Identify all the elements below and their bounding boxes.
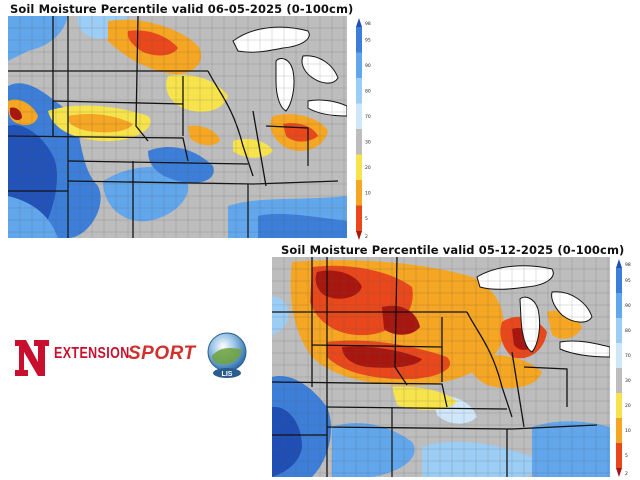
colorbar-tick-label: 10 xyxy=(365,190,371,196)
colorbar-segment-90 xyxy=(356,52,362,79)
colorbar-june: 98 95 90 80 70 30 20 10 5 2 xyxy=(355,18,379,240)
colorbar-tick-label: 30 xyxy=(365,139,371,145)
colorbar-cap-top xyxy=(616,259,622,268)
colorbar-may: 98 95 90 80 70 30 20 10 5 2 xyxy=(615,259,639,477)
colorbar-tick-label: 5 xyxy=(625,453,628,459)
nebraska-n-logo xyxy=(15,340,49,376)
sport-logo-text: SPORT xyxy=(128,343,196,364)
colorbar-segment-90 xyxy=(616,293,622,319)
colorbar-cap-top xyxy=(356,18,362,27)
colorbar-may-svg: 98 95 90 80 70 30 20 10 5 2 xyxy=(616,259,631,477)
map-title-may: Soil Moisture Percentile valid 05-12-202… xyxy=(281,243,625,257)
colorbar-cap-bottom xyxy=(356,231,362,240)
colorbar-segment-5 xyxy=(616,443,622,469)
colorbar-segment-95 xyxy=(616,268,622,294)
colorbar-tick-label: 2 xyxy=(625,471,628,477)
colorbar-tick-label: 80 xyxy=(625,328,631,334)
logos-row: EXTENSION SPORT LIS xyxy=(8,328,270,388)
colorbar-segment-20 xyxy=(616,393,622,419)
colorbar-june-svg: 98 95 90 80 70 30 20 10 5 2 xyxy=(356,18,371,240)
colorbar-tick-label: 98 xyxy=(365,21,371,27)
colorbar-tick-label: 95 xyxy=(625,278,631,284)
colorbar-segment-30 xyxy=(356,129,362,155)
colorbar-segment-95 xyxy=(356,27,362,53)
colorbar-tick-label: 30 xyxy=(625,378,631,384)
colorbar-tick-label: 20 xyxy=(625,403,631,409)
soil-moisture-map-may xyxy=(272,257,610,477)
colorbar-segment-70 xyxy=(356,103,362,130)
map-title-june: Soil Moisture Percentile valid 06-05-202… xyxy=(10,2,354,16)
colorbar-segment-5 xyxy=(356,205,362,232)
colorbar-tick-label: 90 xyxy=(365,63,371,69)
lis-logo-text: LIS xyxy=(222,371,233,378)
colorbar-tick-label: 10 xyxy=(625,428,631,434)
colorbar-segment-20 xyxy=(356,154,362,181)
extension-logo-text: EXTENSION xyxy=(54,345,130,362)
colorbar-segment-10 xyxy=(616,418,622,444)
colorbar-segment-10 xyxy=(356,180,362,206)
colorbar-segment-80 xyxy=(356,78,362,104)
colorbar-tick-label: 90 xyxy=(625,303,631,309)
colorbar-segment-70 xyxy=(616,343,622,369)
colorbar-tick-label: 80 xyxy=(365,88,371,94)
soil-moisture-map-june xyxy=(8,16,347,238)
colorbar-segment-30 xyxy=(616,368,622,394)
colorbar-segment-80 xyxy=(616,318,622,344)
colorbar-tick-label: 70 xyxy=(625,353,631,359)
lis-globe-logo: LIS xyxy=(207,332,247,378)
colorbar-tick-label: 70 xyxy=(365,114,371,120)
colorbar-tick-label: 98 xyxy=(625,262,631,268)
colorbar-tick-label: 95 xyxy=(365,37,371,43)
colorbar-tick-label: 2 xyxy=(365,234,368,240)
colorbar-cap-bottom xyxy=(616,468,622,477)
colorbar-tick-label: 5 xyxy=(365,216,368,222)
colorbar-tick-label: 20 xyxy=(365,165,371,171)
